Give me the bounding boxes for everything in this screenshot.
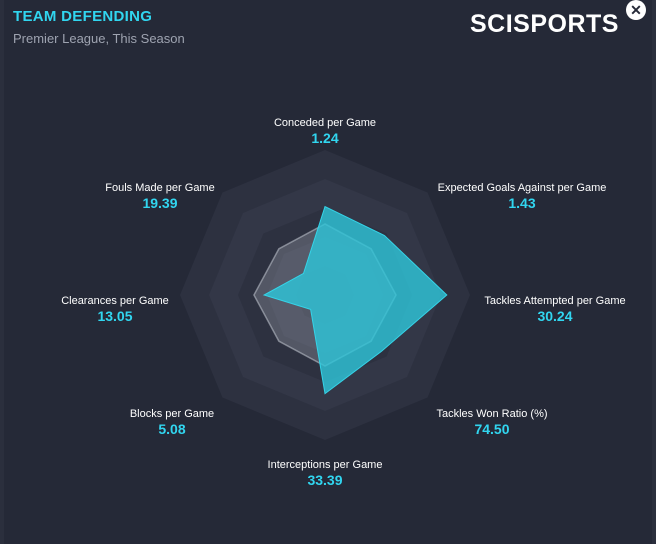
axis-value: 1.24 [311,130,339,146]
axis-value: 5.08 [158,421,186,437]
axis-name: Tackles Attempted per Game [484,295,626,307]
axis-name: Expected Goals Against per Game [437,182,607,194]
axis-value: 74.50 [474,421,510,437]
page-subtitle: Premier League, This Season [13,31,185,46]
scisports-logo: SCISPORTS [470,10,619,38]
axis-name: Tackles Won Ratio (%) [436,408,548,420]
axis-value: 13.05 [97,308,133,324]
axis-value: 19.39 [142,195,178,211]
axis-label-6: Clearances per Game 13.05 [15,295,215,324]
axis-label-0: Conceded per Game 1.24 [225,117,425,146]
axis-value: 30.24 [537,308,573,324]
axis-name: Clearances per Game [61,295,169,307]
axis-value: 1.43 [508,195,536,211]
page-title: TEAM DEFENDING [13,8,153,25]
axis-label-7: Fouls Made per Game 19.39 [60,182,260,211]
axis-label-5: Blocks per Game 5.08 [72,408,272,437]
axis-name: Blocks per Game [129,408,215,420]
axis-label-1: Expected Goals Against per Game 1.43 [422,182,622,211]
team-polygon [262,205,448,395]
axis-name: Interceptions per Game [267,459,383,471]
axis-label-4: Interceptions per Game 33.39 [225,459,425,488]
axis-label-2: Tackles Attempted per Game 30.24 [455,295,655,324]
axis-name: Fouls Made per Game [105,182,215,194]
axis-value: 33.39 [307,472,343,488]
axis-label-3: Tackles Won Ratio (%) 74.50 [392,408,592,437]
axis-name: Conceded per Game [273,117,377,129]
close-icon[interactable]: ✕ [626,0,646,20]
